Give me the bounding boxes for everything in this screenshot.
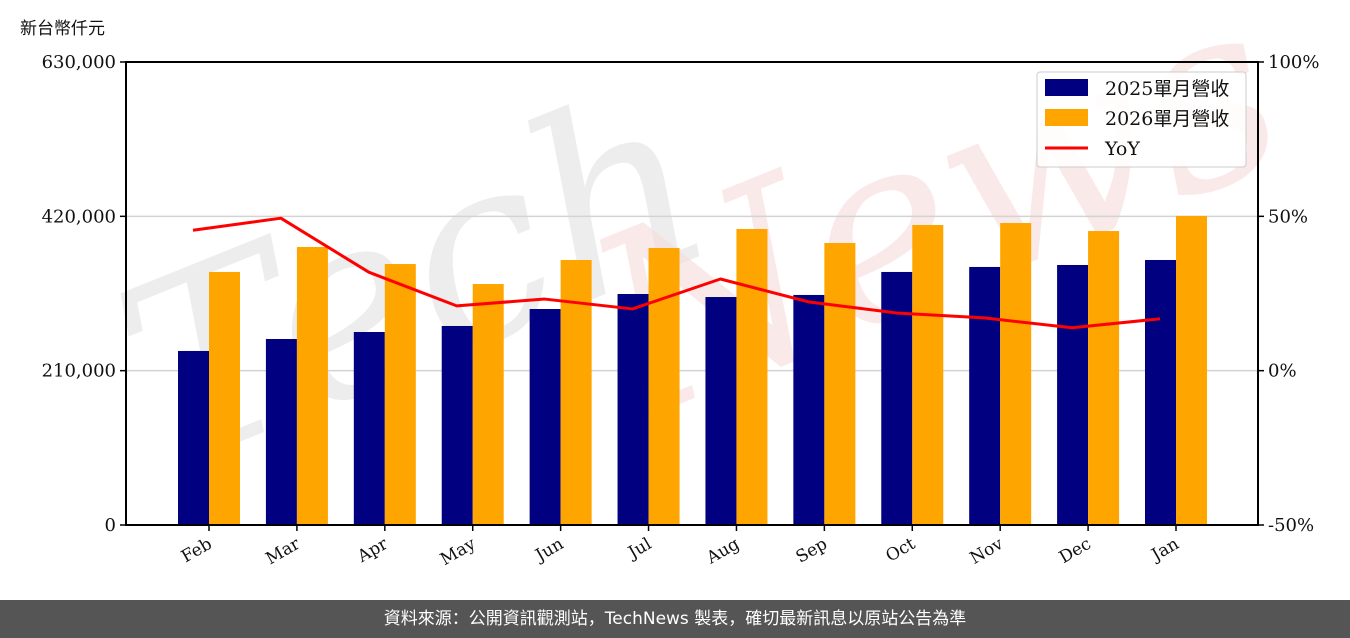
legend-label: 2026單月營收 bbox=[1105, 108, 1229, 130]
bar-2025-dec bbox=[1057, 264, 1089, 525]
bar-2026-sep bbox=[824, 243, 856, 525]
x-tick-label-aug: Aug bbox=[703, 534, 744, 569]
bar-2026-apr bbox=[384, 264, 416, 525]
bar-2025-sep bbox=[793, 294, 825, 525]
legend-label: YoY bbox=[1104, 138, 1140, 160]
yoy-line bbox=[192, 216, 1161, 330]
x-tick-label-feb: Feb bbox=[178, 534, 216, 567]
x-tick-label-dec: Dec bbox=[1056, 534, 1095, 568]
y-tick-label: 420,000 bbox=[42, 206, 116, 227]
legend-swatch-2026 bbox=[1045, 109, 1088, 126]
legend-label: 2025單月營收 bbox=[1105, 78, 1229, 100]
legend-swatch-2025 bbox=[1045, 79, 1088, 96]
y-tick-label: 630,000 bbox=[42, 52, 116, 73]
x-tick-label-may: May bbox=[437, 534, 480, 570]
y2-tick-label: 50% bbox=[1268, 206, 1308, 227]
bar-2025-may bbox=[441, 325, 473, 525]
bar-2026-oct bbox=[912, 225, 944, 525]
bar-2025-apr bbox=[353, 332, 385, 525]
bar-2026-jun bbox=[560, 259, 592, 525]
x-tick-label-jul: Jul bbox=[623, 534, 655, 564]
bar-2026-feb bbox=[209, 271, 240, 525]
bar-2026-jan bbox=[1176, 215, 1207, 525]
bar-2025-jul bbox=[617, 294, 649, 525]
x-tick-label-apr: Apr bbox=[353, 534, 392, 568]
bar-2025-jan bbox=[1145, 259, 1176, 525]
y-tick-label: 210,000 bbox=[42, 361, 116, 382]
bar-2026-jul bbox=[648, 248, 680, 525]
bar-2025-feb bbox=[178, 350, 209, 525]
x-tick-label-jun: Jun bbox=[531, 534, 568, 567]
x-tick-label-jan: Jan bbox=[1147, 534, 1183, 566]
bar-2025-oct bbox=[881, 271, 913, 525]
x-tick-label-oct: Oct bbox=[883, 534, 919, 567]
source-footer: 資料來源：公開資訊觀測站，TechNews 製表，確切最新訊息以原站公告為準 bbox=[0, 600, 1350, 638]
legend-box bbox=[1036, 71, 1247, 168]
bar-2026-may bbox=[472, 284, 504, 525]
bar-2026-aug bbox=[736, 228, 768, 525]
x-tick-label-sep: Sep bbox=[793, 534, 831, 568]
bar-2025-aug bbox=[705, 297, 737, 525]
bar-2026-mar bbox=[296, 246, 328, 525]
y-tick-label: 0 bbox=[105, 515, 116, 536]
x-tick-label-nov: Nov bbox=[967, 534, 1007, 569]
bar-2026-dec bbox=[1088, 231, 1120, 526]
bar-2025-nov bbox=[969, 266, 1001, 525]
bar-2025-jun bbox=[529, 309, 561, 525]
bar-2025-mar bbox=[265, 338, 297, 525]
yoy-polyline bbox=[192, 216, 1161, 330]
y2-tick-label: 0% bbox=[1268, 361, 1297, 382]
legend: 2025單月營收 2026單月營收 YoY bbox=[1036, 71, 1247, 168]
bar-2026-nov bbox=[1000, 223, 1032, 525]
chart: TechNews 0210,000420,000630,000-50%0%50%… bbox=[42, 0, 1320, 570]
y-axis-unit-label: 新台幣仟元 bbox=[20, 19, 105, 39]
x-tick-label-mar: Mar bbox=[263, 534, 305, 570]
y2-tick-label: 100% bbox=[1268, 52, 1319, 73]
y2-tick-label: -50% bbox=[1268, 515, 1314, 536]
